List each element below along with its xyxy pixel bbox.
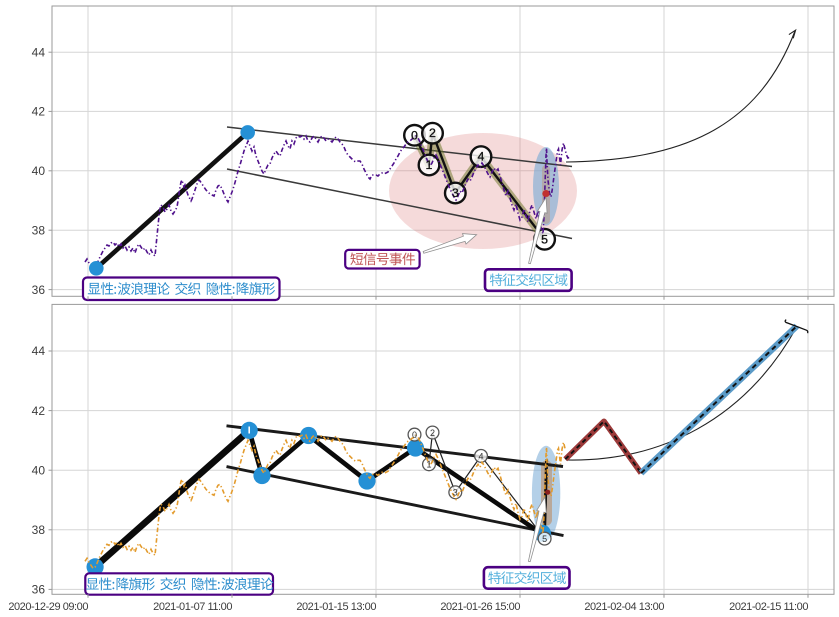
svg-text:36: 36 bbox=[32, 283, 46, 297]
svg-text:3: 3 bbox=[452, 186, 459, 200]
svg-text:2021-01-07 11:00: 2021-01-07 11:00 bbox=[153, 601, 232, 613]
svg-text:5: 5 bbox=[542, 534, 547, 544]
svg-text:3: 3 bbox=[453, 488, 458, 498]
svg-text:44: 44 bbox=[32, 344, 46, 358]
svg-text:2: 2 bbox=[429, 126, 436, 140]
svg-text:36: 36 bbox=[32, 583, 46, 597]
svg-text:38: 38 bbox=[32, 523, 46, 537]
svg-text:38: 38 bbox=[32, 223, 46, 237]
svg-text:1: 1 bbox=[426, 460, 431, 470]
svg-text:0: 0 bbox=[412, 430, 417, 440]
svg-text:2021-02-15 11:00: 2021-02-15 11:00 bbox=[729, 601, 808, 613]
svg-text:2021-01-15 13:00: 2021-01-15 13:00 bbox=[296, 601, 376, 613]
svg-text:44: 44 bbox=[32, 45, 46, 59]
svg-text:4: 4 bbox=[478, 150, 485, 164]
svg-text:5: 5 bbox=[541, 232, 548, 246]
svg-text:40: 40 bbox=[32, 463, 46, 477]
svg-text:42: 42 bbox=[32, 105, 46, 119]
svg-text:0: 0 bbox=[411, 128, 418, 142]
svg-text:1: 1 bbox=[426, 158, 433, 172]
svg-text:2: 2 bbox=[430, 428, 435, 438]
svg-text:42: 42 bbox=[32, 404, 46, 418]
svg-text:2021-02-04 13:00: 2021-02-04 13:00 bbox=[584, 601, 664, 613]
svg-text:40: 40 bbox=[32, 164, 46, 178]
svg-text:4: 4 bbox=[478, 451, 483, 461]
svg-text:2020-12-29 09:00: 2020-12-29 09:00 bbox=[8, 601, 88, 613]
svg-text:2021-01-26 15:00: 2021-01-26 15:00 bbox=[440, 601, 520, 613]
